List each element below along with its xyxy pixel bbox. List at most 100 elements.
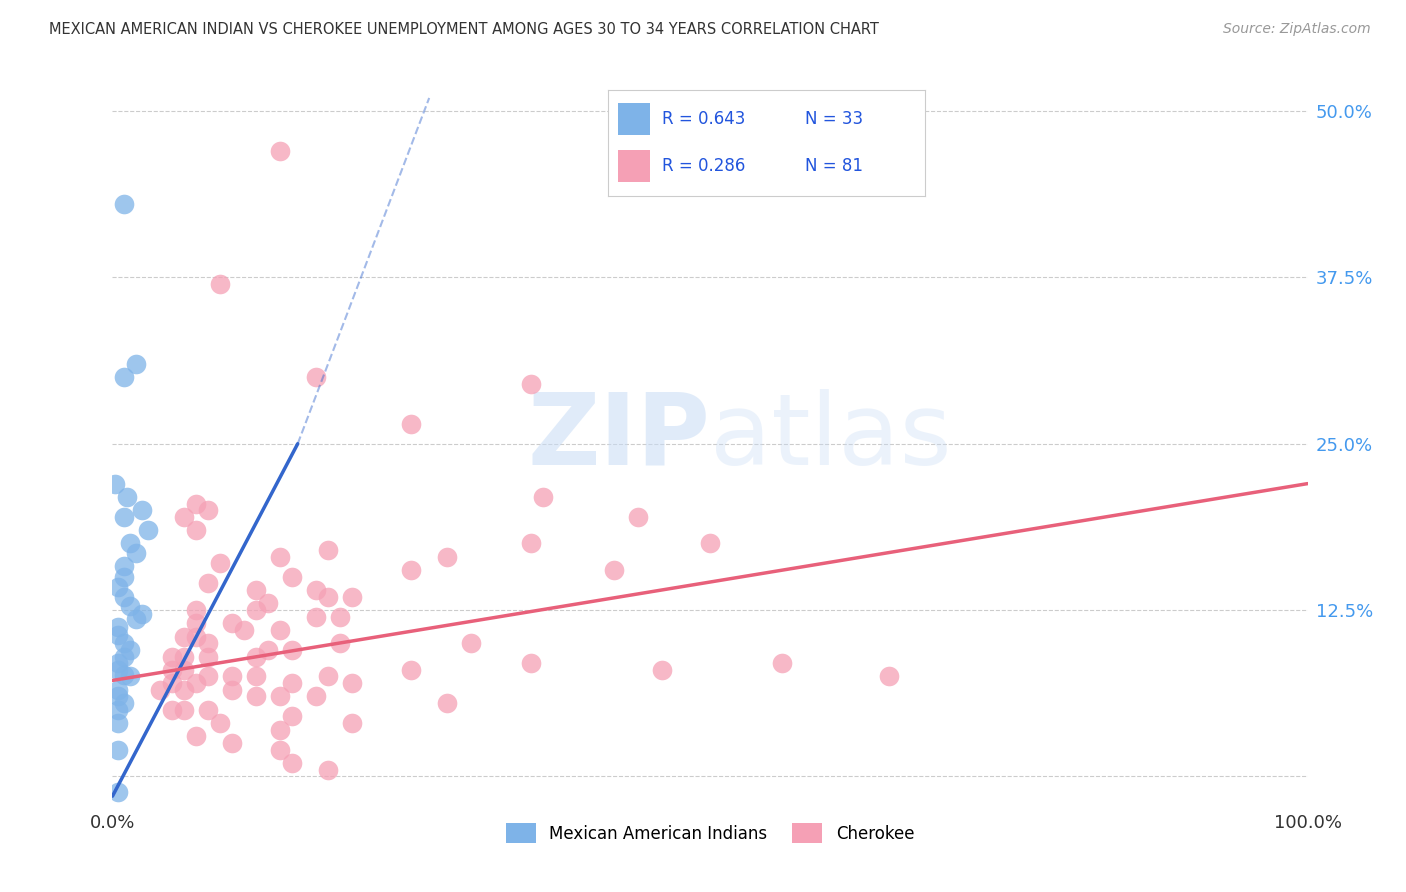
Point [162,663,183,677]
Point [520,376,543,391]
Point [269,549,291,564]
Point [107,742,129,756]
Point [209,277,232,292]
Text: MEXICAN AMERICAN INDIAN VS CHEROKEE UNEMPLOYMENT AMONG AGES 30 TO 34 YEARS CORRE: MEXICAN AMERICAN INDIAN VS CHEROKEE UNEM… [49,22,879,37]
Point [257,596,280,610]
Point [186,630,208,644]
Point [107,690,129,704]
Point [173,509,195,524]
Point [305,582,328,597]
Point [245,582,267,597]
Point [401,417,423,431]
Point [269,742,291,756]
Point [162,703,183,717]
Point [197,703,219,717]
Point [120,643,142,657]
Point [269,723,291,737]
Point [281,643,304,657]
Point [401,663,423,677]
Point [120,669,142,683]
Point [197,669,219,683]
Point [245,669,267,683]
Point [316,669,339,683]
Point [173,649,195,664]
Point [114,668,135,682]
Point [186,676,208,690]
Point [125,546,148,560]
Point [603,563,626,577]
Text: ZIP: ZIP [527,389,710,485]
Point [173,682,195,697]
Point [281,709,304,723]
Point [281,676,304,690]
Point [209,716,232,731]
Point [316,763,339,777]
Point [107,716,129,731]
Point [627,509,650,524]
Point [651,663,673,677]
Point [316,590,339,604]
Point [114,509,135,524]
Point [221,669,243,683]
Point [531,490,554,504]
Point [460,636,482,650]
Point [281,756,304,770]
Point [173,703,195,717]
Point [114,559,135,574]
Point [436,549,458,564]
Point [107,682,129,697]
Point [197,636,219,650]
Point [257,643,280,657]
Legend: Mexican American Indians, Cherokee: Mexican American Indians, Cherokee [499,817,921,849]
Point [114,590,135,604]
Point [115,490,138,504]
Point [149,682,172,697]
Point [329,636,352,650]
Point [340,676,363,690]
Point [245,649,267,664]
Point [269,623,291,637]
Point [879,669,901,683]
Point [186,523,208,537]
Point [245,603,267,617]
Text: atlas: atlas [710,389,952,485]
Point [162,649,183,664]
Point [131,607,153,621]
Text: Source: ZipAtlas.com: Source: ZipAtlas.com [1223,22,1371,37]
Point [114,370,135,384]
Point [221,616,243,631]
Point [197,649,219,664]
Point [186,729,208,743]
Point [107,620,129,634]
Point [125,357,148,371]
Point [114,570,135,584]
Point [401,563,423,577]
Point [340,716,363,731]
Point [209,557,232,571]
Point [197,503,219,517]
Point [125,612,148,626]
Point [221,736,243,750]
Point [197,576,219,591]
Point [120,536,142,550]
Point [186,497,208,511]
Point [114,649,135,664]
Point [305,690,328,704]
Point [436,696,458,710]
Point [520,656,543,670]
Point [114,696,135,710]
Point [138,523,160,537]
Point [329,609,352,624]
Point [107,628,129,642]
Point [107,580,129,594]
Point [340,590,363,604]
Point [269,690,291,704]
Point [173,663,195,677]
Point [520,536,543,550]
Point [186,603,208,617]
Point [770,656,793,670]
Point [221,682,243,697]
Point [305,609,328,624]
Point [162,676,183,690]
Point [233,623,256,637]
